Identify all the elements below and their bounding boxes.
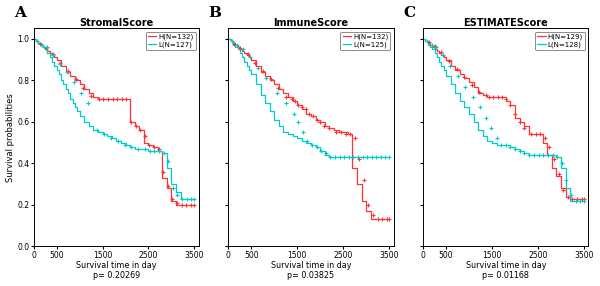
- Title: StromalScore: StromalScore: [79, 17, 154, 27]
- Legend: H(N=132), L(N=127): H(N=132), L(N=127): [146, 32, 196, 50]
- Legend: H(N=132), L(N=125): H(N=132), L(N=125): [340, 32, 390, 50]
- Text: C: C: [403, 6, 415, 20]
- X-axis label: Survival time in day
p= 0.03825: Survival time in day p= 0.03825: [271, 261, 352, 281]
- X-axis label: Survival time in day
p= 0.20269: Survival time in day p= 0.20269: [76, 261, 157, 281]
- Text: B: B: [209, 6, 221, 20]
- Title: ESTIMATEScore: ESTIMATEScore: [463, 17, 548, 27]
- Title: ImmuneScore: ImmuneScore: [274, 17, 349, 27]
- X-axis label: Survival time in day
p= 0.01168: Survival time in day p= 0.01168: [466, 261, 546, 281]
- Legend: H(N=129), L(N=128): H(N=129), L(N=128): [535, 32, 585, 50]
- Y-axis label: Survival probabilities: Survival probabilities: [5, 93, 14, 182]
- Text: A: A: [14, 6, 26, 20]
